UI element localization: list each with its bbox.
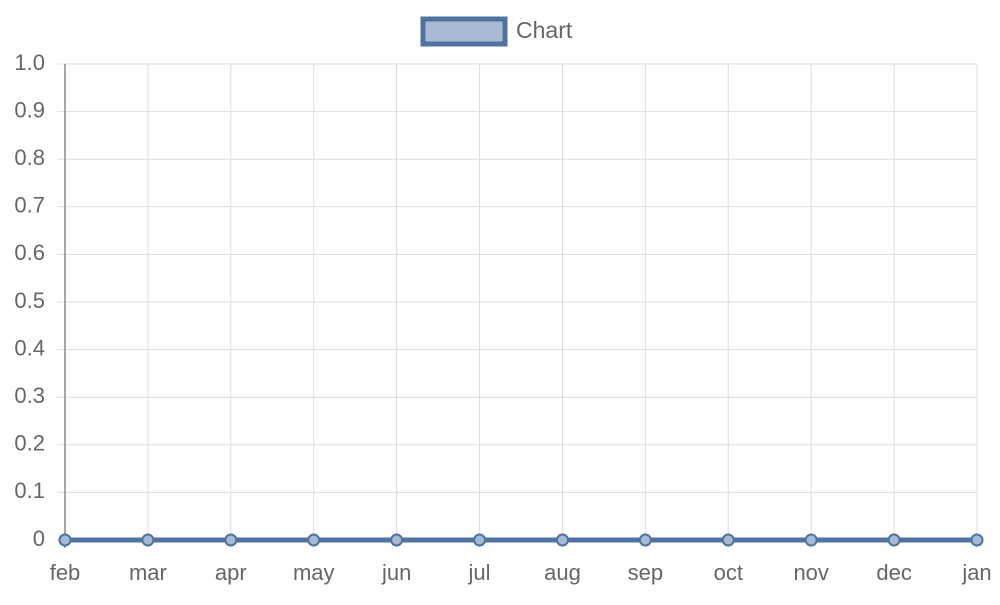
data-point[interactable] <box>473 533 487 547</box>
data-point[interactable] <box>58 533 72 547</box>
series <box>58 533 984 547</box>
x-tick-label: jun <box>381 560 411 585</box>
data-point[interactable] <box>390 533 404 547</box>
data-point[interactable] <box>804 533 818 547</box>
x-tick-label: feb <box>50 560 81 585</box>
x-tick-label: oct <box>714 560 743 585</box>
x-tick-label: mar <box>129 560 167 585</box>
data-point[interactable] <box>224 533 238 547</box>
y-tick-label: 0.9 <box>14 97 45 122</box>
y-tick-label: 0.4 <box>14 335 45 360</box>
y-tick-label: 0.5 <box>14 288 45 313</box>
x-tick-label: sep <box>628 560 663 585</box>
grid-lines <box>57 63 978 548</box>
x-tick-label: aug <box>544 560 581 585</box>
data-point[interactable] <box>555 533 569 547</box>
data-point[interactable] <box>307 533 321 547</box>
y-tick-label: 0.8 <box>14 145 45 170</box>
x-tick-label: nov <box>793 560 828 585</box>
data-point[interactable] <box>141 533 155 547</box>
data-point[interactable] <box>721 533 735 547</box>
legend-label[interactable]: Chart <box>516 17 573 43</box>
data-point[interactable] <box>638 533 652 547</box>
y-tick-label: 0.1 <box>14 478 45 503</box>
x-tick-label: apr <box>215 560 247 585</box>
x-tick-label: jan <box>961 560 991 585</box>
y-tick-label: 1.0 <box>14 50 45 75</box>
legend-swatch[interactable] <box>420 16 508 47</box>
y-tick-label: 0 <box>33 526 45 551</box>
x-tick-label: dec <box>876 560 911 585</box>
data-point[interactable] <box>970 533 984 547</box>
y-tick-label: 0.3 <box>14 383 45 408</box>
x-tick-label: jul <box>468 560 491 585</box>
y-tick-label: 0.7 <box>14 193 45 218</box>
y-tick-labels: 0 0.1 0.2 0.3 0.4 0.5 0.6 0.7 0.8 0.9 1.0 <box>14 50 45 551</box>
x-tick-labels: feb mar apr may jun jul aug sep oct nov dec jan <box>50 560 992 585</box>
y-tick-label: 0.6 <box>14 240 45 265</box>
y-tick-label: 0.2 <box>14 431 45 456</box>
x-tick-label: may <box>293 560 335 585</box>
legend[interactable]: Chart <box>420 16 573 47</box>
data-point[interactable] <box>887 533 901 547</box>
